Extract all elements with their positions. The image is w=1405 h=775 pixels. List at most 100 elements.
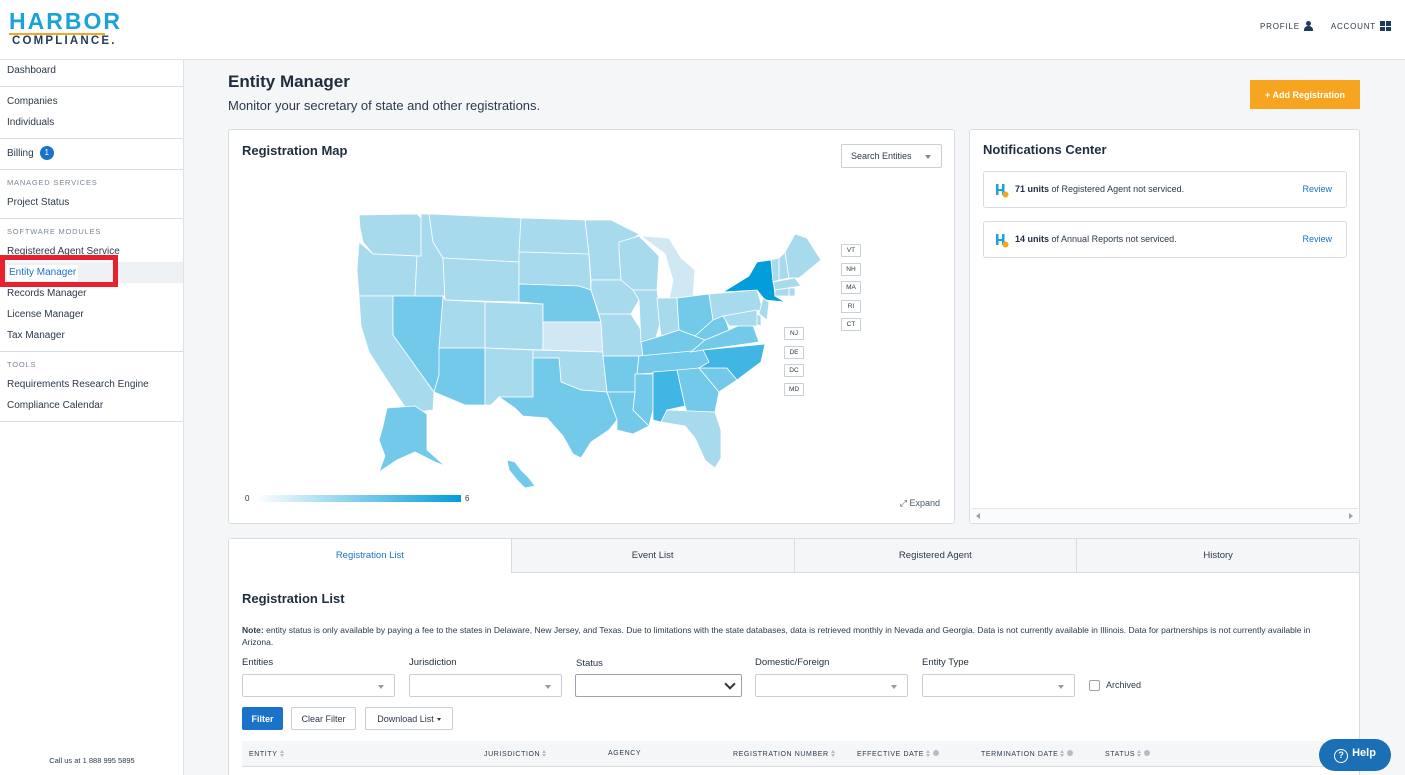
column-agency[interactable]: AGENCY	[608, 750, 642, 757]
state-me[interactable]	[784, 233, 822, 279]
domestic-foreign-select[interactable]	[755, 674, 908, 697]
tab-registered-agent[interactable]: Registered Agent	[793, 539, 1077, 573]
sidebar: Dashboard Companies Individuals Billing 1…	[0, 60, 184, 775]
us-map[interactable]	[229, 130, 956, 525]
profile-menu[interactable]: PROFILE	[1260, 21, 1313, 31]
jurisdiction-select[interactable]	[409, 674, 562, 697]
state-fl[interactable]	[660, 409, 722, 469]
sidebar-item-records-manager[interactable]: Records Manager	[7, 288, 87, 299]
registration-map-title: Registration Map	[242, 143, 348, 158]
chevron-down-icon	[724, 678, 736, 690]
status-select[interactable]	[575, 674, 742, 697]
state-tag-ct[interactable]: CT	[841, 318, 861, 331]
account-menu[interactable]: ACCOUNT	[1331, 21, 1391, 31]
sidebar-item-compliance-calendar[interactable]: Compliance Calendar	[7, 400, 104, 411]
state-tx[interactable]	[497, 357, 618, 459]
state-tag-nh[interactable]: NH	[841, 263, 861, 276]
sidebar-item-license-manager[interactable]: License Manager	[7, 309, 84, 320]
column-jurisdiction[interactable]: JURISDICTION	[484, 750, 547, 758]
tab-registration-list[interactable]: Registration List	[229, 539, 511, 573]
add-registration-button[interactable]: + Add Registration	[1250, 80, 1360, 109]
filter-button[interactable]: Filter	[242, 707, 283, 730]
state-tag-ri[interactable]: RI	[841, 300, 861, 313]
state-ar[interactable]	[602, 355, 640, 393]
sort-icon	[1137, 750, 1142, 757]
data-availability-note: Note: entity status is only available by…	[242, 625, 1311, 647]
state-nc[interactable]	[697, 343, 766, 381]
notifications-title: Notifications Center	[983, 142, 1107, 157]
harbor-h-icon	[996, 184, 1009, 198]
entities-select[interactable]	[242, 674, 395, 697]
sidebar-item-dashboard[interactable]: Dashboard	[7, 65, 56, 76]
registration-list-card: Registration List Event List Registered …	[228, 538, 1360, 775]
state-wy[interactable]	[442, 257, 520, 303]
state-mo[interactable]	[598, 313, 646, 357]
state-ks[interactable]	[542, 321, 604, 353]
sidebar-item-billing[interactable]: Billing 1	[0, 143, 183, 164]
state-tag-vt[interactable]: VT	[841, 244, 861, 257]
table-header: ENTITY JURISDICTION AGENCY REGISTRATION …	[242, 741, 1346, 767]
jurisdiction-label: Jurisdiction	[409, 657, 457, 668]
legend-max: 6	[465, 494, 470, 503]
sidebar-item-tax-manager[interactable]: Tax Manager	[7, 330, 65, 341]
state-mt[interactable]	[428, 213, 522, 263]
state-md[interactable]	[722, 309, 758, 327]
sort-icon	[1060, 750, 1065, 757]
state-ri[interactable]	[788, 287, 796, 297]
column-status[interactable]: STATUS	[1105, 750, 1151, 758]
tab-event-list[interactable]: Event List	[510, 539, 794, 573]
state-tag-de[interactable]: DE	[784, 346, 804, 359]
question-icon: ?	[1334, 749, 1349, 763]
chevron-down-icon	[378, 685, 384, 689]
notification-item: 71 units of Registered Agent not service…	[983, 171, 1347, 208]
sidebar-item-companies[interactable]: Companies	[7, 96, 58, 107]
horizontal-scrollbar[interactable]	[971, 508, 1358, 522]
column-termination-date[interactable]: TERMINATION DATE	[981, 750, 1074, 758]
state-ak[interactable]	[378, 405, 446, 474]
sidebar-item-project-status[interactable]: Project Status	[7, 197, 70, 208]
state-ut[interactable]	[438, 294, 486, 349]
clear-filter-button[interactable]: Clear Filter	[291, 707, 356, 730]
harbor-compliance-logo[interactable]: HARBOR COMPLIANCE.	[9, 8, 122, 47]
state-nd[interactable]	[518, 217, 590, 255]
sort-icon	[542, 750, 547, 757]
help-button[interactable]: ? Help	[1319, 739, 1391, 771]
billing-count-badge: 1	[39, 146, 54, 160]
expand-map-button[interactable]: ⤢ Expand	[899, 498, 940, 508]
state-nm[interactable]	[484, 347, 534, 406]
scroll-left-icon[interactable]	[976, 513, 980, 519]
review-link[interactable]: Review	[1302, 234, 1332, 244]
column-registration-number[interactable]: REGISTRATION NUMBER	[733, 750, 836, 758]
info-icon[interactable]	[933, 750, 939, 756]
info-icon[interactable]	[1144, 750, 1151, 756]
archived-checkbox[interactable]	[1089, 680, 1100, 691]
state-in[interactable]	[656, 297, 680, 337]
state-tag-nj[interactable]: NJ	[784, 327, 804, 340]
download-list-button[interactable]: Download List	[365, 707, 453, 730]
state-az[interactable]	[433, 347, 486, 406]
state-ma[interactable]	[772, 277, 802, 291]
tab-history[interactable]: History	[1076, 539, 1359, 573]
info-icon[interactable]	[1067, 750, 1074, 756]
column-entity[interactable]: ENTITY	[249, 750, 285, 758]
sidebar-item-registered-agent[interactable]: Registered Agent Service	[7, 246, 120, 257]
managed-services-heading: MANAGED SERVICES	[7, 178, 98, 187]
state-tag-ma[interactable]: MA	[841, 281, 861, 294]
scroll-right-icon[interactable]	[1349, 513, 1353, 519]
column-effective-date[interactable]: EFFECTIVE DATE	[857, 750, 939, 758]
domestic-foreign-label: Domestic/Foreign	[755, 657, 830, 668]
state-tag-dc[interactable]: DC	[784, 364, 804, 377]
state-hi[interactable]	[506, 459, 536, 489]
review-link[interactable]: Review	[1302, 184, 1332, 194]
sidebar-item-entity-manager[interactable]: Entity Manager	[0, 262, 183, 283]
highlight-annotation	[0, 255, 118, 287]
state-nj[interactable]	[758, 297, 770, 321]
sidebar-item-requirements-engine[interactable]: Requirements Research Engine	[7, 379, 149, 390]
state-co[interactable]	[484, 301, 544, 351]
sidebar-item-individuals[interactable]: Individuals	[7, 117, 55, 128]
search-entities-select[interactable]: Search Entities	[841, 144, 942, 168]
entity-type-select[interactable]	[922, 674, 1075, 697]
state-tag-md[interactable]: MD	[784, 383, 804, 396]
software-modules-heading: SOFTWARE MODULES	[7, 227, 102, 236]
user-icon	[1303, 21, 1313, 31]
